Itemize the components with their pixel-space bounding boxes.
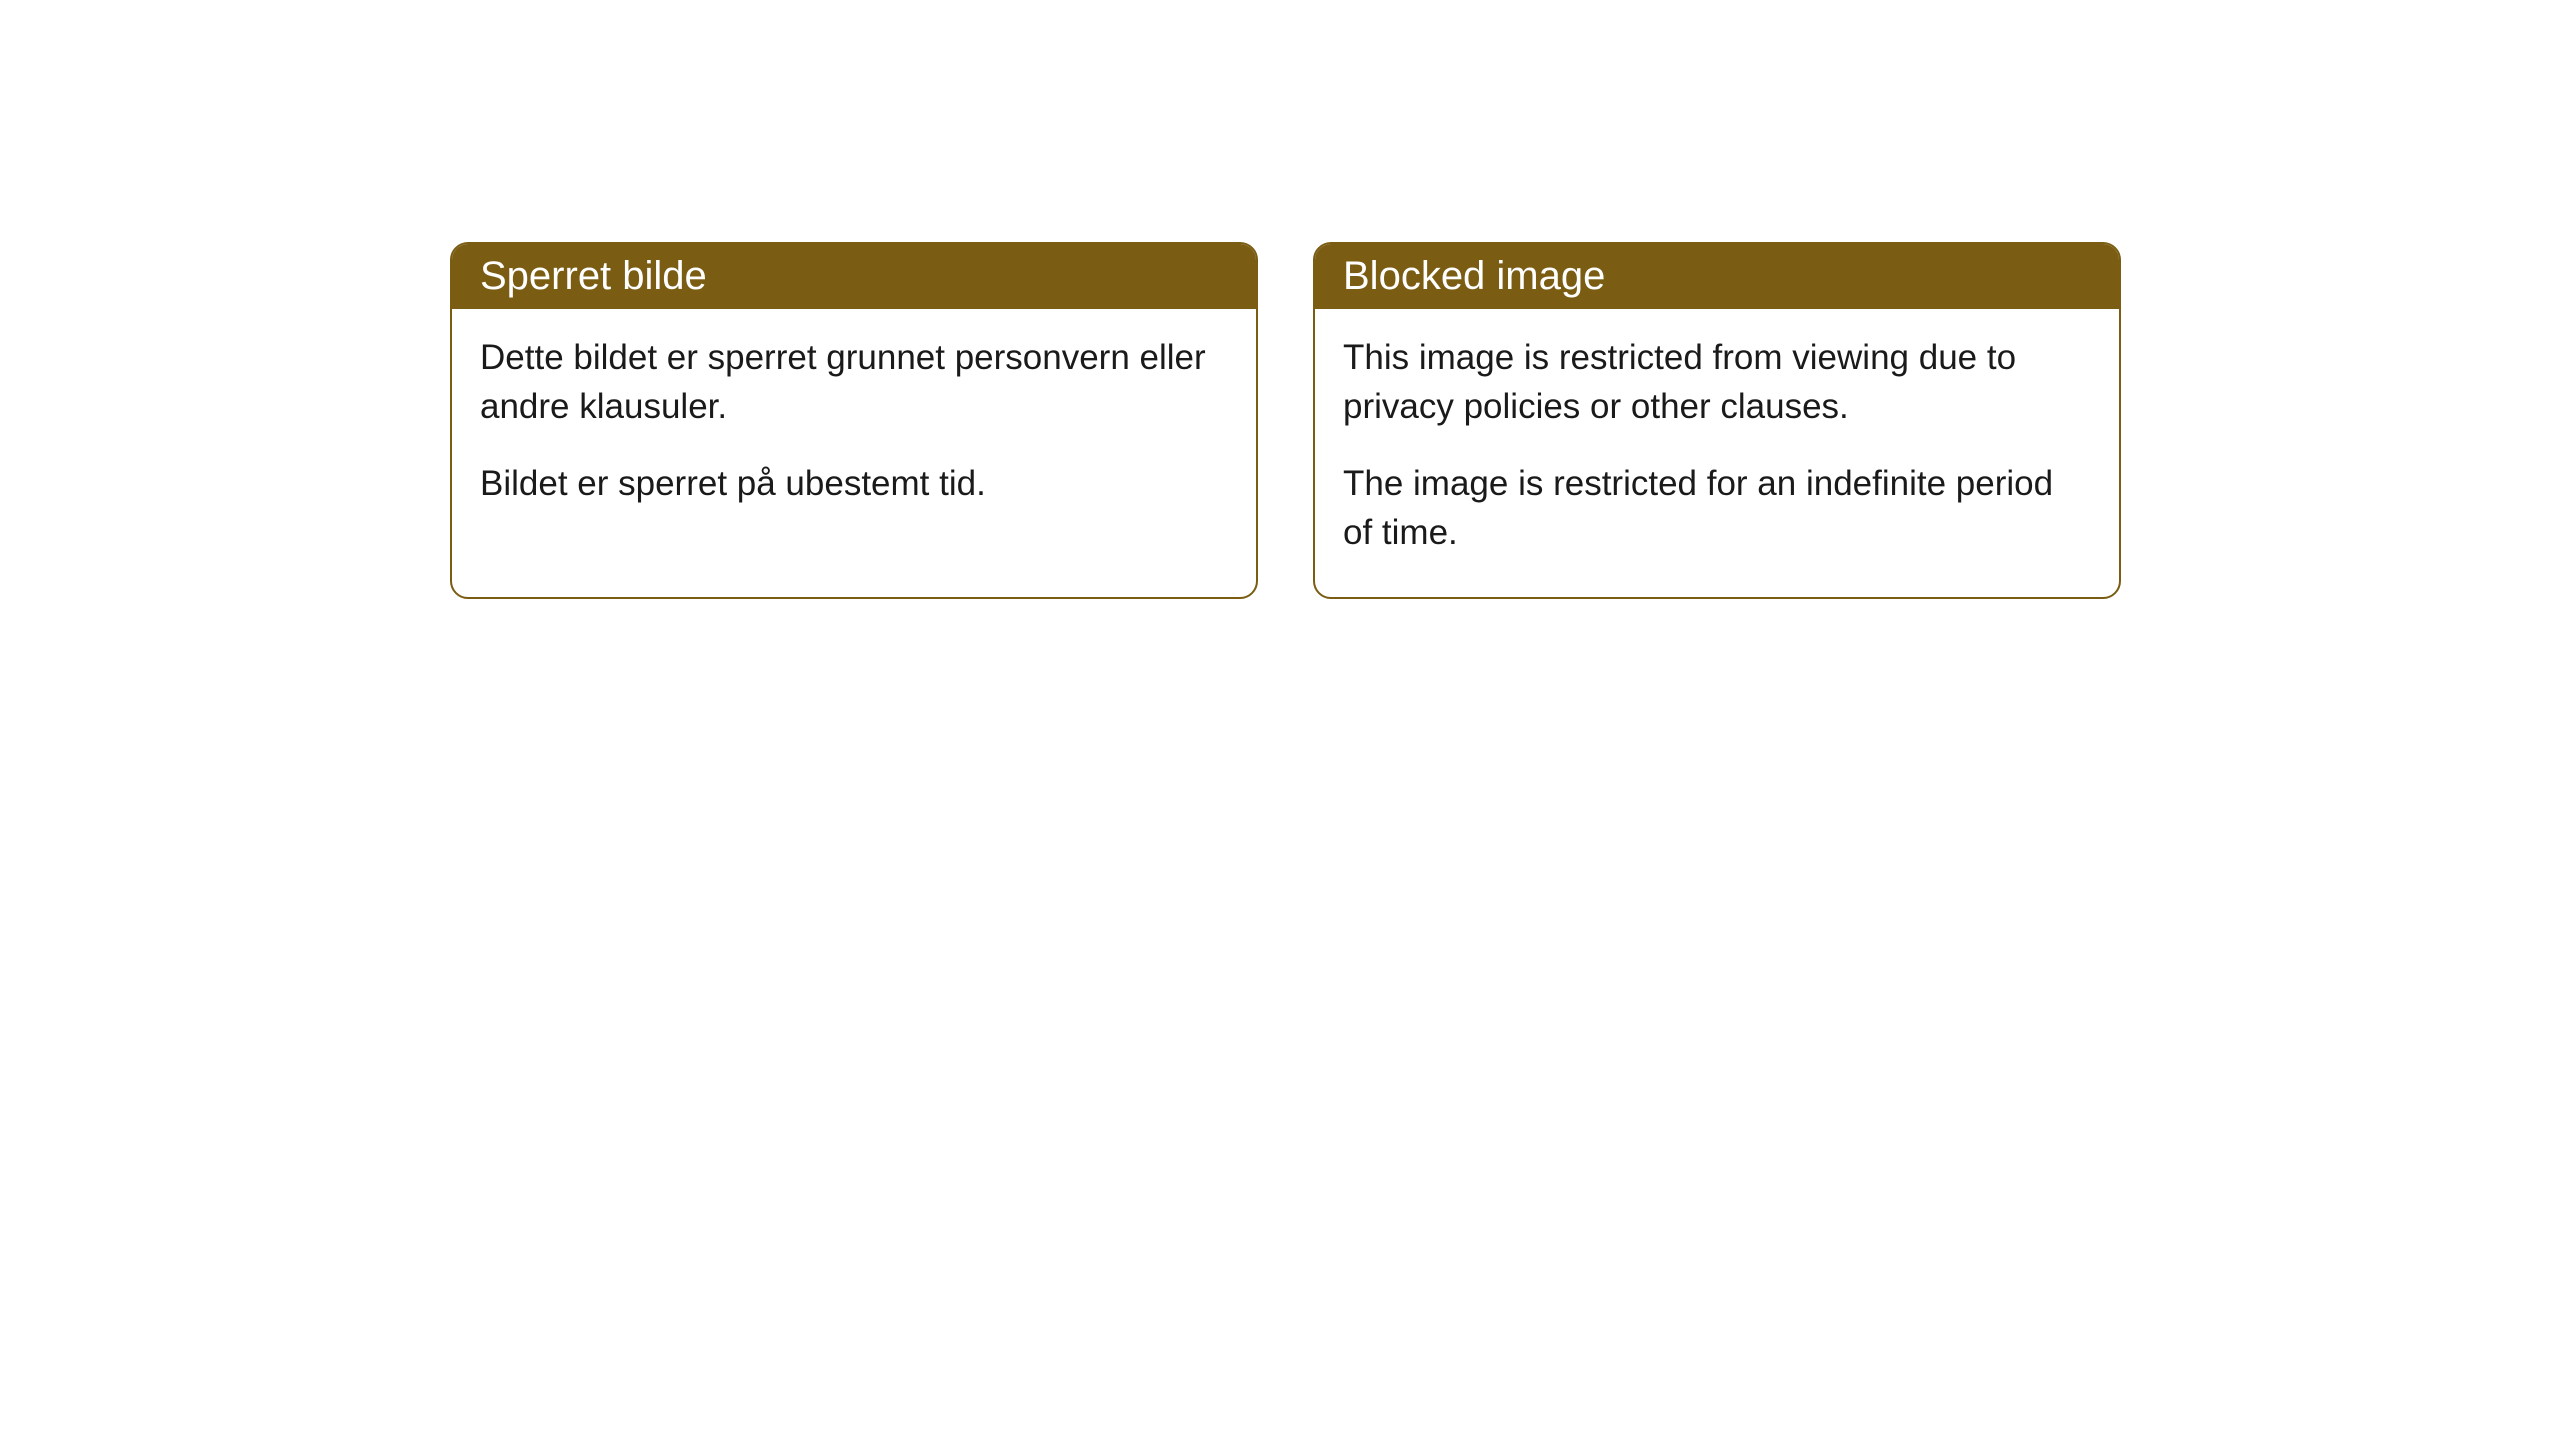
card-header-en: Blocked image	[1315, 244, 2119, 309]
blocked-image-card-no: Sperret bilde Dette bildet er sperret gr…	[450, 242, 1258, 599]
card-header-no: Sperret bilde	[452, 244, 1256, 309]
blocked-image-card-en: Blocked image This image is restricted f…	[1313, 242, 2121, 599]
card-para2-no: Bildet er sperret på ubestemt tid.	[480, 459, 1228, 508]
card-para1-en: This image is restricted from viewing du…	[1343, 333, 2091, 431]
notice-cards-container: Sperret bilde Dette bildet er sperret gr…	[450, 242, 2121, 599]
card-body-en: This image is restricted from viewing du…	[1315, 309, 2119, 597]
card-body-no: Dette bildet er sperret grunnet personve…	[452, 309, 1256, 548]
card-para2-en: The image is restricted for an indefinit…	[1343, 459, 2091, 557]
card-para1-no: Dette bildet er sperret grunnet personve…	[480, 333, 1228, 431]
